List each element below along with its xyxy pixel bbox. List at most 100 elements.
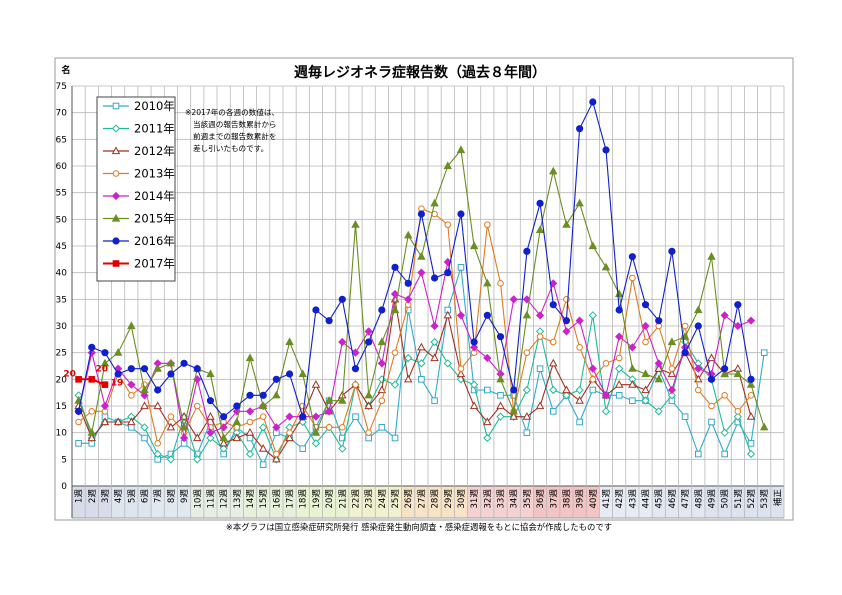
data-point xyxy=(364,401,373,410)
data-point xyxy=(338,396,347,404)
data-point xyxy=(535,311,545,320)
data-point xyxy=(352,413,359,420)
data-label: 19 xyxy=(111,379,124,389)
x-tick-label: 12週 xyxy=(219,489,230,509)
data-point xyxy=(654,364,663,372)
data-point xyxy=(272,390,281,399)
data-point xyxy=(707,375,716,383)
x-axis-ticks: 1週 2週 3週 4週 5週 6週 7週 8週 9週 10週 11週 12週 13週 14週 15週 16週 1… xyxy=(74,489,784,509)
y-tick-label: 40 xyxy=(56,269,68,279)
data-point xyxy=(100,417,110,426)
data-point xyxy=(351,365,360,373)
data-point xyxy=(87,433,97,442)
data-point xyxy=(259,461,267,468)
x-tick-label: 36週 xyxy=(535,489,546,509)
data-point xyxy=(154,386,162,394)
data-point xyxy=(88,408,96,415)
data-point xyxy=(193,402,201,410)
data-point xyxy=(167,370,175,378)
data-point xyxy=(417,252,426,260)
data-point xyxy=(430,337,439,347)
data-point xyxy=(721,365,729,373)
y-tick-label: 55 xyxy=(56,189,67,199)
data-point xyxy=(127,365,135,373)
data-point xyxy=(588,311,597,320)
data-point xyxy=(232,433,242,442)
data-point xyxy=(549,166,558,175)
data-point xyxy=(681,322,689,330)
data-point xyxy=(721,392,728,399)
data-point xyxy=(628,253,636,261)
data-point xyxy=(615,306,623,314)
x-tick-label: 49週 xyxy=(706,489,717,509)
data-point xyxy=(365,429,372,436)
x-tick-label: 23週 xyxy=(364,489,375,509)
data-point xyxy=(746,449,756,459)
x-tick-label: 24週 xyxy=(377,489,388,509)
data-point xyxy=(629,397,636,404)
data-point xyxy=(654,374,663,383)
data-point xyxy=(87,428,97,436)
x-tick-label: 53週 xyxy=(759,489,770,509)
series-2014年 xyxy=(74,257,756,443)
data-point xyxy=(615,332,624,341)
data-point xyxy=(272,423,281,432)
data-point xyxy=(245,449,255,459)
data-point xyxy=(562,327,571,336)
x-tick-label: 22週 xyxy=(350,489,361,509)
data-point xyxy=(747,440,755,447)
x-tick-label: 51週 xyxy=(733,489,744,509)
legend-label: 2013年 xyxy=(134,167,175,181)
data-point xyxy=(760,349,768,356)
data-point xyxy=(193,455,202,464)
x-tick-label: 42週 xyxy=(614,489,625,509)
data-point xyxy=(166,358,176,367)
legend-label: 2015年 xyxy=(134,212,175,226)
x-tick-label: 33週 xyxy=(496,489,507,509)
data-point xyxy=(497,392,504,399)
series-group xyxy=(74,98,769,468)
x-tick-label: 43週 xyxy=(627,489,638,509)
data-point xyxy=(390,289,400,299)
data-point xyxy=(312,306,320,314)
x-tick-label: 47週 xyxy=(680,489,691,509)
data-point xyxy=(377,385,387,394)
data-point xyxy=(708,402,715,410)
data-point xyxy=(285,433,294,442)
data-point xyxy=(299,413,307,421)
data-point xyxy=(457,210,465,218)
data-point xyxy=(602,146,610,154)
series-2016年 xyxy=(74,98,755,421)
x-tick-label: 20週 xyxy=(324,489,335,509)
note-text: ※2017年の各週の数値は、当該週の報告数累計から前週までの報告数累計を差し引い… xyxy=(185,107,279,153)
y-tick-label: 50 xyxy=(56,215,68,225)
data-point xyxy=(483,433,492,443)
legend-marker xyxy=(112,170,120,177)
x-tick-label: 26週 xyxy=(403,489,414,509)
x-tick-label: 35週 xyxy=(522,489,533,509)
data-point xyxy=(667,337,677,346)
x-tick-label: 32週 xyxy=(482,489,493,509)
x-tick-label: 28週 xyxy=(430,489,441,509)
x-tick-label: 29週 xyxy=(443,489,454,509)
data-point xyxy=(193,433,202,442)
x-tick-label: 41週 xyxy=(601,489,612,509)
data-point xyxy=(721,450,728,458)
data-point xyxy=(404,279,412,287)
data-point xyxy=(299,445,307,452)
x-tick-label: 10週 xyxy=(192,489,203,509)
data-point xyxy=(628,380,637,388)
data-point xyxy=(404,353,413,363)
data-point xyxy=(417,210,426,218)
data-point xyxy=(418,376,425,383)
x-tick-label: 45週 xyxy=(654,489,665,509)
data-point xyxy=(88,343,96,351)
data-point xyxy=(509,295,518,304)
legend-marker xyxy=(112,102,120,110)
data-point xyxy=(206,412,215,420)
data-point xyxy=(286,429,293,436)
data-point xyxy=(101,381,109,388)
legend-box xyxy=(96,96,176,282)
data-point xyxy=(444,269,452,277)
data-point xyxy=(602,360,610,367)
